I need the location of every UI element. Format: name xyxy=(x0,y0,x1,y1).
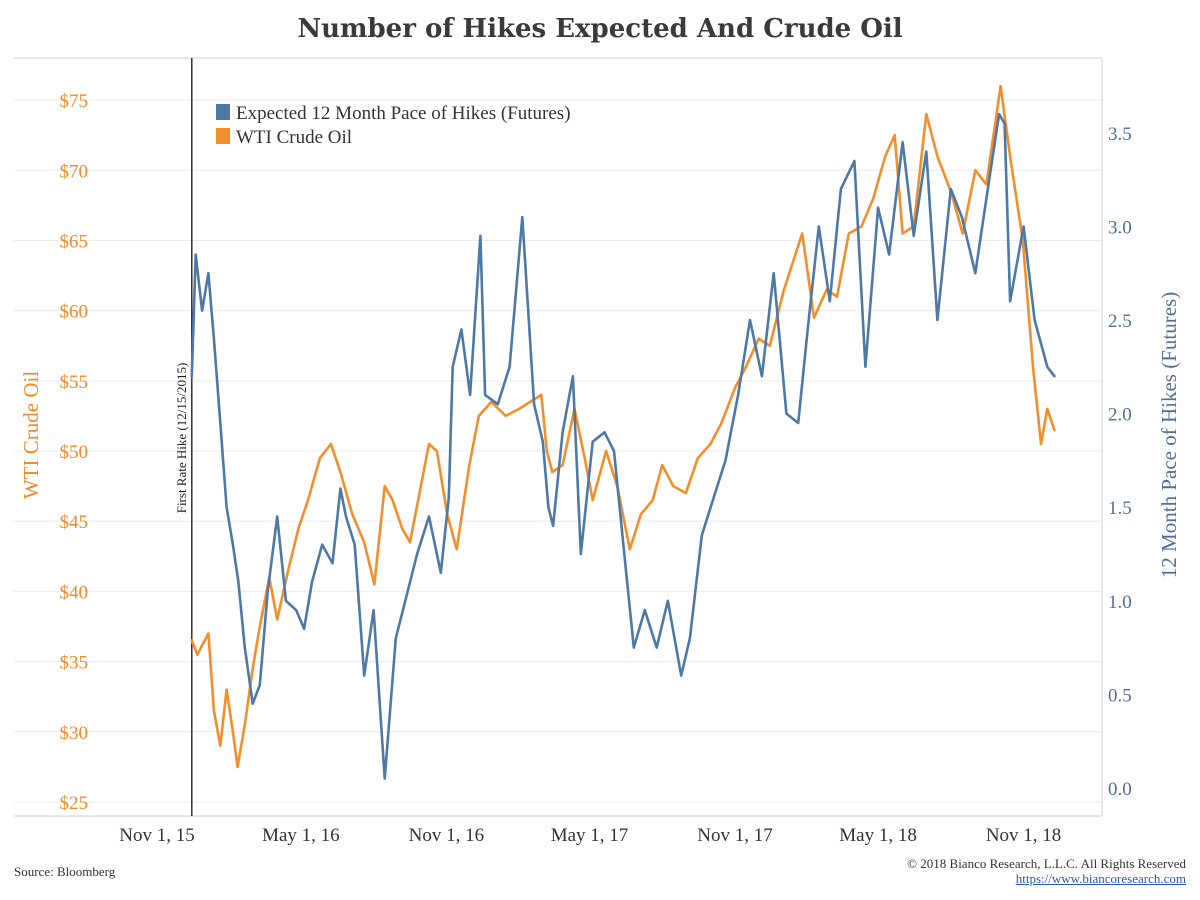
y-tick-left-50: $50 xyxy=(60,442,89,463)
y-tick-left-45: $45 xyxy=(60,512,89,533)
y-tick-left-35: $35 xyxy=(60,653,89,674)
series-line-oil xyxy=(190,84,1056,769)
y-tick-right-2: 2.0 xyxy=(1108,405,1132,426)
x-tick-2017-05-01: May 1, 17 xyxy=(551,825,629,846)
x-tick-2018-11-01: Nov 1, 18 xyxy=(986,825,1061,846)
x-tick-2018-05-01: May 1, 18 xyxy=(839,825,917,846)
legend-swatch-hikes xyxy=(216,104,230,120)
series-layer xyxy=(190,84,1056,780)
y-tick-left-30: $30 xyxy=(60,723,89,744)
y-tick-right-0: 0.0 xyxy=(1108,779,1132,800)
y-tick-left-70: $70 xyxy=(60,161,89,182)
y-tick-left-40: $40 xyxy=(60,582,89,603)
y-tick-left-65: $65 xyxy=(60,231,89,252)
x-tick-2015-11-01: Nov 1, 15 xyxy=(119,825,194,846)
y-axis-label-left: WTI Crude Oil xyxy=(19,371,43,499)
y-tick-right-3.5: 3.5 xyxy=(1108,124,1132,145)
y-tick-left-25: $25 xyxy=(60,793,89,814)
first-rate-hike-label: First Rate Hike (12/15/2015) xyxy=(174,363,189,514)
x-tick-2016-05-01: May 1, 16 xyxy=(262,825,340,846)
y-tick-left-60: $60 xyxy=(60,302,89,323)
y-tick-right-3: 3.0 xyxy=(1108,217,1132,238)
y-tick-left-55: $55 xyxy=(60,372,89,393)
x-tick-2016-11-01: Nov 1, 16 xyxy=(409,825,484,846)
legend: Expected 12 Month Pace of Hikes (Futures… xyxy=(216,103,571,148)
x-tick-2017-11-01: Nov 1, 17 xyxy=(697,825,772,846)
series-line-hikes xyxy=(190,112,1056,780)
copyright-text: © 2018 Bianco Research, L.L.C. All Right… xyxy=(907,856,1186,871)
legend-swatch-oil xyxy=(216,128,230,144)
y-tick-right-0.5: 0.5 xyxy=(1108,685,1132,706)
y-tick-right-2.5: 2.5 xyxy=(1108,311,1132,332)
y-axis-label-right: 12 Month Pace of Hikes (Futures) xyxy=(1157,292,1181,578)
annotation-layer: First Rate Hike (12/15/2015) xyxy=(174,58,193,816)
source-note: Source: Bloomberg xyxy=(14,864,116,879)
axis-layer: $25 $30 $35 $40 $45 $50 $55 $60 $65 $70 $75 0.0 0.5 1… xyxy=(14,57,1132,846)
chart-title: Number of Hikes Expected And Crude Oil xyxy=(297,14,903,44)
y-tick-right-1: 1.0 xyxy=(1108,592,1132,613)
legend-label-hikes: Expected 12 Month Pace of Hikes (Futures… xyxy=(236,103,571,124)
legend-label-oil: WTI Crude Oil xyxy=(236,127,352,148)
y-tick-right-1.5: 1.5 xyxy=(1108,498,1132,519)
copyright-block: © 2018 Bianco Research, L.L.C. All Right… xyxy=(907,856,1186,886)
website-link[interactable]: https://www.biancoresearch.com xyxy=(1015,871,1186,886)
y-tick-left-75: $75 xyxy=(60,91,89,112)
